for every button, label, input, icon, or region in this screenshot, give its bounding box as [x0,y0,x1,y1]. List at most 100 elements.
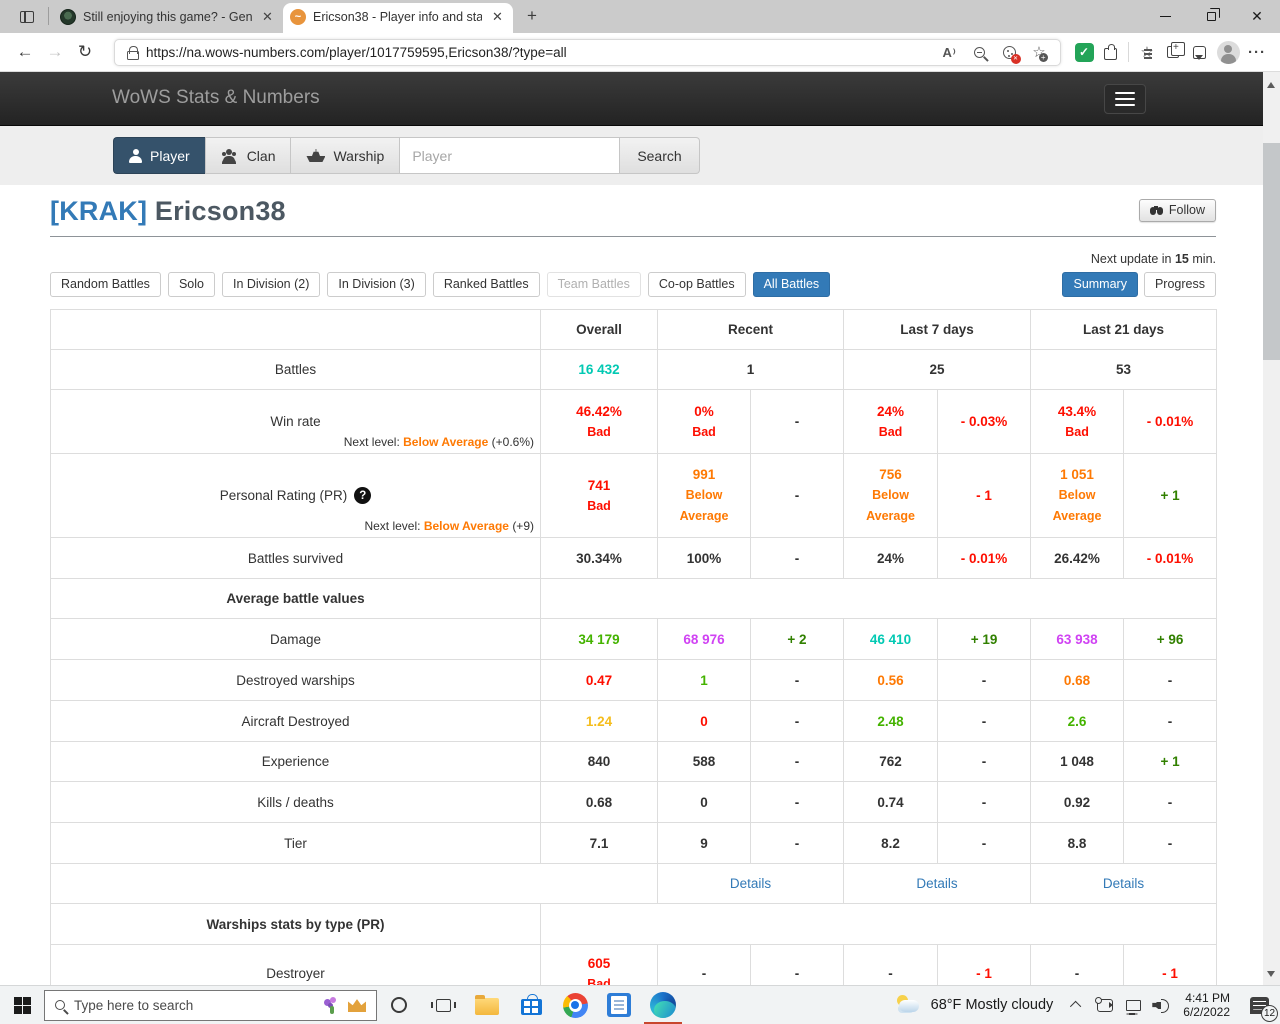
stat-rating: Bad [587,424,611,439]
clan-tag[interactable]: [KRAK] [50,196,148,226]
time-text: 4:41 PM [1185,991,1230,1005]
back-button[interactable]: ← [16,42,34,61]
scroll-down-icon[interactable] [1267,971,1275,981]
extension-check-button[interactable]: ✓ [1071,40,1097,64]
stat-value: 991 [692,467,716,482]
clock[interactable]: 4:41 PM 6/2/2022 [1175,991,1238,1019]
player-search-input[interactable] [399,137,621,174]
stat-value: 43.4% [1057,403,1097,419]
menu-toggle-button[interactable] [1104,84,1146,114]
extensions-button[interactable] [1097,40,1123,64]
meet-now-button[interactable] [1091,986,1119,1024]
stat-rating: Bad [587,976,611,986]
cookies-blocked-button[interactable] [996,40,1022,64]
microsoft-store-button[interactable] [509,986,553,1024]
stat-delta: - [794,488,800,503]
stat-value: 30.34% [576,550,622,566]
browser-essentials-button[interactable] [1186,40,1212,64]
volume-button[interactable] [1147,986,1175,1024]
view-summary-button[interactable]: Summary [1062,272,1138,297]
chrome-icon [562,992,588,1018]
player-name: Ericson38 [154,196,286,226]
stat-value: 0.74 [877,794,904,810]
restore-button[interactable] [1188,0,1234,33]
stat-delta: + 2 [787,631,807,647]
system-tray: 68°F Mostly cloudy 4:41 PM 6/2/2022 12 [885,986,1280,1024]
close-button[interactable]: ✕ [1234,0,1280,33]
minimize-button[interactable] [1142,0,1188,33]
stat-rating: Bad [1065,424,1089,439]
stat-rating: Below Average [1052,488,1102,523]
stat-delta: - 0.01% [960,550,1008,566]
filter-random-battles[interactable]: Random Battles [50,272,161,297]
collections-button[interactable] [1160,40,1186,64]
next-level-link[interactable]: Below Average [403,435,489,449]
task-view-button[interactable] [421,986,465,1024]
notification-center-button[interactable]: 12 [1238,986,1280,1024]
filter-solo[interactable]: Solo [167,272,215,297]
scroll-up-icon[interactable] [1267,78,1275,88]
settings-menu-button[interactable]: ··· [1244,40,1270,64]
network-button[interactable] [1119,986,1147,1024]
restore-icon [1206,8,1220,21]
row-label: Experience [50,741,541,782]
stat-value: 1.24 [585,713,613,729]
file-explorer-button[interactable] [465,986,509,1024]
site-brand[interactable]: WoWS Stats & Numbers [112,87,320,108]
stat-value: - [701,966,707,981]
follow-button[interactable]: Follow [1138,199,1216,222]
page-scrollbar[interactable] [1263,72,1280,985]
filter-division-2[interactable]: In Division (2) [221,272,321,297]
forum-favicon-icon [60,8,76,25]
stat-delta: + 96 [1156,631,1184,647]
stat-delta: - [794,794,800,810]
weather-widget[interactable]: 68°F Mostly cloudy [885,986,1064,1024]
nav-tab-player[interactable]: Player [113,137,205,174]
search-button[interactable]: Search [620,137,700,174]
stat-delta: + 1 [1160,754,1180,769]
filter-coop-battles[interactable]: Co-op Battles [647,272,746,297]
tab-forum[interactable]: Still enjoying this game? - Gener ✕ [53,3,283,30]
filter-all-battles[interactable]: All Battles [752,272,831,297]
nav-tab-clan[interactable]: Clan [204,137,291,174]
next-level-link[interactable]: Below Average [423,519,509,533]
zoom-out-button[interactable] [966,40,992,64]
taskbar-search[interactable]: Type here to search [44,989,377,1021]
start-button[interactable] [0,986,44,1024]
close-tab-icon[interactable]: ✕ [262,8,273,24]
details-link-recent[interactable]: Details [729,876,772,891]
address-bar[interactable]: https://na.wows-numbers.com/player/10177… [114,38,1061,66]
stat-value: 63 938 [1056,631,1098,647]
cortana-button[interactable] [377,986,421,1024]
vertical-tabs-button[interactable] [12,5,42,29]
chrome-button[interactable] [553,986,597,1024]
ellipsis-icon: ··· [1248,43,1266,61]
scrollbar-thumb[interactable] [1263,143,1280,360]
favorites-button[interactable]: ☆ [1134,40,1160,64]
stat-value: 26.42% [1054,550,1100,566]
tab-player-stats[interactable]: ~ Ericson38 - Player info and stats ✕ [283,3,513,33]
new-tab-button[interactable]: + [527,6,537,25]
hidden-icons-button[interactable] [1063,986,1091,1024]
view-progress-button[interactable]: Progress [1143,272,1216,297]
filter-ranked-battles[interactable]: Ranked Battles [432,272,540,297]
filter-division-3[interactable]: In Division (3) [327,272,426,297]
details-link-last7[interactable]: Details [916,876,958,891]
blue-document-app-button[interactable] [597,986,641,1024]
edge-icon [650,992,676,1018]
read-aloud-button[interactable]: A [936,40,962,64]
help-icon[interactable]: ? [354,487,372,504]
add-favorite-button[interactable]: ☆ [1026,40,1052,64]
refresh-button[interactable]: ↻ [77,42,93,61]
details-link-last21[interactable]: Details [1102,876,1145,891]
nav-tab-warship[interactable]: Warship [290,137,400,174]
profile-button[interactable] [1212,40,1244,64]
search-highlight-flower-icon [323,997,339,1014]
forward-button[interactable]: → [46,42,64,61]
close-tab-icon[interactable]: ✕ [492,8,503,24]
row-label: Destroyer [266,966,325,981]
col-last7: Last 7 days [843,309,1032,350]
stat-value: 0 [700,794,708,810]
edge-button[interactable] [641,986,685,1024]
stat-value: 0.92 [1063,794,1091,810]
